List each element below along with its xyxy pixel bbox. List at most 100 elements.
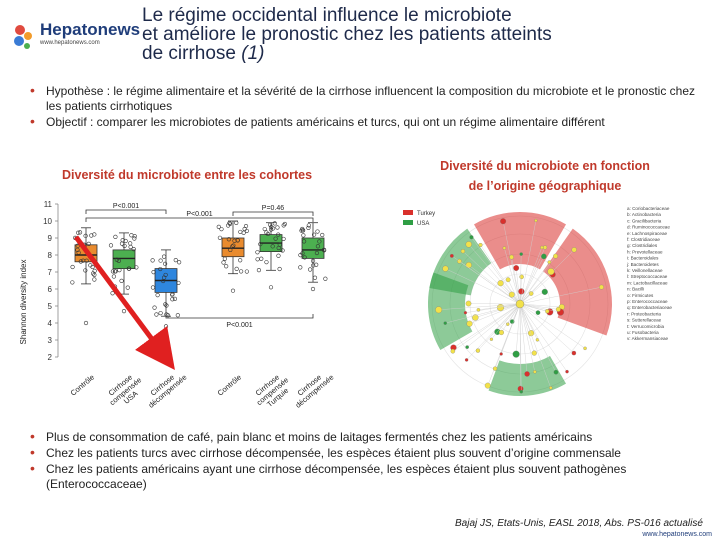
cladogram-node	[542, 245, 548, 250]
sample-point	[282, 221, 287, 227]
subtitle-left: Diversité du microbiote entre les cohort…	[62, 168, 313, 182]
cladogram-branch	[438, 303, 521, 310]
cladogram-branch	[504, 247, 521, 305]
cladogram-node	[492, 366, 498, 371]
cladogram-branch	[519, 303, 568, 372]
cladogram-node	[465, 300, 472, 307]
taxa-list-item: o: Firmicutes	[627, 293, 654, 298]
box	[301, 237, 325, 259]
cladogram-branch	[519, 303, 538, 340]
cladogram-branch	[501, 303, 521, 355]
p-value-label: P<0.001	[186, 211, 212, 218]
cladogram-branch	[519, 303, 522, 392]
cladogram-node	[519, 274, 524, 280]
sample-point	[152, 305, 157, 310]
sample-point	[269, 224, 274, 230]
title-line-1: Le régime occidental influence le microb…	[142, 5, 512, 26]
outlier-point	[310, 286, 316, 292]
sample-point	[312, 275, 318, 280]
sample-point	[264, 260, 269, 265]
sample-point	[238, 258, 243, 263]
cladogram-branch	[469, 303, 521, 324]
title-line-3-text: de cirrhose	[142, 43, 242, 64]
sample-point	[277, 266, 282, 272]
sample-point	[281, 236, 286, 242]
sample-point	[113, 234, 118, 239]
sample-point	[270, 244, 275, 249]
sample-point	[162, 275, 167, 280]
sample-point	[129, 233, 134, 238]
box-group	[108, 232, 139, 314]
sample-point	[256, 268, 262, 273]
sample-point	[89, 233, 94, 238]
taxa-list-item: n: Bacilli	[627, 287, 644, 292]
sample-point	[308, 267, 313, 272]
cladogram-branch	[519, 220, 537, 305]
taxa-list-item: l: Streptococcaceae	[627, 274, 668, 279]
cladogram-node	[463, 311, 468, 315]
sample-point	[298, 265, 303, 270]
top-bullet-list: Hypothèse : le régime alimentaire et la …	[28, 83, 708, 131]
title-line-2: et améliore le pronostic chez les patien…	[142, 24, 552, 45]
cladogram-node	[499, 352, 503, 356]
taxa-list-item: p: Enterococcaceae	[627, 299, 668, 304]
x-tick-label: CirrhosecompenséeTurquie	[250, 369, 296, 413]
cladogram-branch	[519, 254, 522, 305]
cladogram-branch	[519, 286, 602, 305]
sample-point	[117, 268, 122, 273]
y-tick-label: 3	[48, 336, 53, 345]
taxa-list-item: h: Prevotellaceae	[627, 249, 663, 254]
bracket-overall: P<0.001	[85, 211, 314, 222]
bracket-decompensated: P<0.001	[165, 314, 314, 329]
cladogram-branch	[519, 249, 575, 305]
sample-point	[300, 251, 305, 256]
cladogram-node	[498, 329, 504, 336]
sample-point	[119, 278, 124, 283]
p-value-label: P<0.001	[226, 322, 252, 329]
sample-point	[175, 313, 180, 318]
y-tick-label: 7	[48, 268, 53, 277]
sample-point	[158, 311, 163, 316]
reference-citation: Bajaj JS, Etats-Unis, EASL 2018, Abs. PS…	[455, 518, 703, 529]
cladogram-node	[547, 260, 552, 264]
taxa-list-item: v: Akkermansiaceae	[627, 336, 669, 341]
box-group	[70, 227, 98, 326]
cladogram-branch	[515, 268, 521, 305]
sample-point	[113, 269, 118, 274]
sample-point	[83, 268, 88, 273]
sample-point	[301, 233, 306, 238]
sample-point	[281, 223, 286, 228]
cladogram-branch	[511, 257, 521, 305]
taxa-list-item: d: Ruminococcaceae	[627, 225, 670, 230]
y-tick-label: 11	[44, 200, 53, 209]
sample-point	[301, 239, 307, 244]
cladogram-branch	[519, 262, 550, 305]
sample-point	[154, 312, 159, 317]
sample-point	[255, 250, 260, 255]
subtitle-right-line-2: de l’origine géographique	[468, 179, 622, 193]
sample-point	[310, 258, 316, 263]
legend-turkey: Turkey	[417, 211, 435, 217]
cladogram-node	[565, 369, 569, 374]
y-tick-label: 4	[48, 319, 53, 328]
sample-point	[219, 227, 224, 232]
cladogram-node	[524, 371, 530, 377]
sample-point	[259, 256, 264, 261]
sample-point	[111, 274, 116, 279]
sample-point	[164, 303, 169, 308]
cladogram-branch	[519, 247, 546, 305]
sample-point	[238, 229, 243, 235]
sample-point	[322, 248, 327, 253]
cladogram-node	[475, 348, 481, 353]
bottom-bullet-list: Plus de consommation de café, pain blanc…	[28, 429, 718, 493]
sample-point	[222, 256, 227, 261]
sample-point	[128, 244, 133, 250]
title-ref-mark: (1)	[241, 43, 265, 64]
sample-point	[76, 250, 81, 255]
sample-point	[176, 280, 181, 286]
cladogram-branch	[519, 303, 562, 308]
cladogram-node	[540, 245, 544, 250]
sample-point	[268, 222, 273, 227]
cladogram-node	[443, 321, 447, 325]
sample-point	[258, 242, 263, 247]
